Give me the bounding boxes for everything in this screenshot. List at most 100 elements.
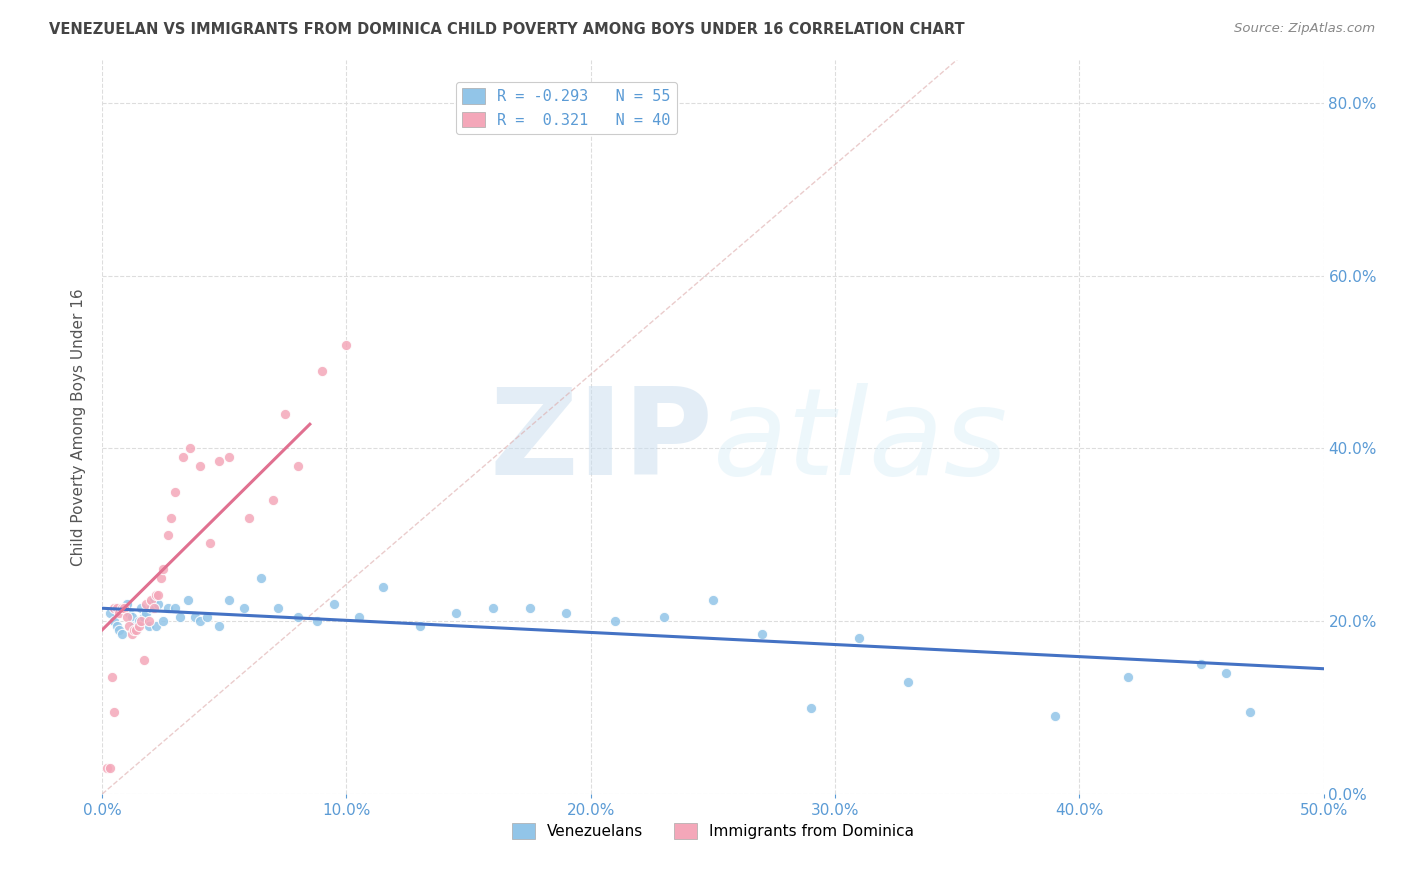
Y-axis label: Child Poverty Among Boys Under 16: Child Poverty Among Boys Under 16 [72,288,86,566]
Point [159,510,181,524]
Text: Source: ZipAtlas.com: Source: ZipAtlas.com [1234,22,1375,36]
Point [101,670,124,684]
Point [148,588,170,602]
Point [702,592,724,607]
Point [105,618,128,632]
Point [165,484,187,499]
Point [142,601,165,615]
Point [149,571,172,585]
Point [103,705,125,719]
Point [139,601,162,615]
Point [98,761,121,775]
Point [148,597,170,611]
Point [122,623,145,637]
Point [121,610,143,624]
Point [103,614,125,628]
Point [1191,657,1213,672]
Point [157,601,180,615]
Point [311,364,333,378]
Point [108,623,131,637]
Point [335,337,357,351]
Point [96,761,118,775]
Point [115,610,138,624]
Point [152,562,174,576]
Point [267,601,290,615]
Point [177,592,200,607]
Point [323,597,346,611]
Point [169,610,191,624]
Point [555,606,578,620]
Point [129,601,152,615]
Point [132,610,155,624]
Point [165,601,187,615]
Point [111,601,134,615]
Point [446,606,468,620]
Point [287,610,309,624]
Point [98,606,121,620]
Point [208,618,231,632]
Point [138,614,160,628]
Point [179,442,201,456]
Point [128,618,150,632]
Text: VENEZUELAN VS IMMIGRANTS FROM DOMINICA CHILD POVERTY AMONG BOYS UNDER 16 CORRELA: VENEZUELAN VS IMMIGRANTS FROM DOMINICA C… [49,22,965,37]
Point [125,623,148,637]
Point [112,601,135,615]
Point [482,601,505,615]
Point [195,610,218,624]
Point [139,592,162,607]
Point [128,614,150,628]
Point [371,580,394,594]
Text: atlas: atlas [713,383,1008,500]
Point [118,606,141,620]
Point [152,614,174,628]
Point [132,653,155,667]
Point [1239,705,1261,719]
Point [232,601,254,615]
Point [1116,670,1139,684]
Point [122,618,145,632]
Point [135,606,157,620]
Point [519,601,541,615]
Point [848,632,870,646]
Point [347,610,370,624]
Point [103,601,125,615]
Point [409,618,432,632]
Point [897,674,920,689]
Point [1043,709,1066,723]
Point [112,601,135,615]
Point [129,614,152,628]
Point [105,601,128,615]
Point [118,618,141,632]
Point [188,614,211,628]
Point [287,458,309,473]
Point [218,592,240,607]
Point [142,592,165,607]
Point [208,454,231,468]
Point [108,606,131,620]
Point [198,536,221,550]
Point [262,493,284,508]
Point [274,407,297,421]
Point [605,614,627,628]
Point [125,623,148,637]
Point [115,597,138,611]
Point [1215,666,1237,681]
Point [307,614,329,628]
Point [250,571,273,585]
Point [652,610,675,624]
Point [135,597,157,611]
Legend: Venezuelans, Immigrants from Dominica: Venezuelans, Immigrants from Dominica [506,817,920,845]
Point [145,588,167,602]
Point [172,450,194,464]
Point [184,610,207,624]
Point [111,627,134,641]
Point [138,618,160,632]
Point [800,700,823,714]
Point [238,510,260,524]
Point [145,618,167,632]
Text: ZIP: ZIP [489,383,713,500]
Point [121,627,143,641]
Point [751,627,773,641]
Point [157,528,180,542]
Point [218,450,240,464]
